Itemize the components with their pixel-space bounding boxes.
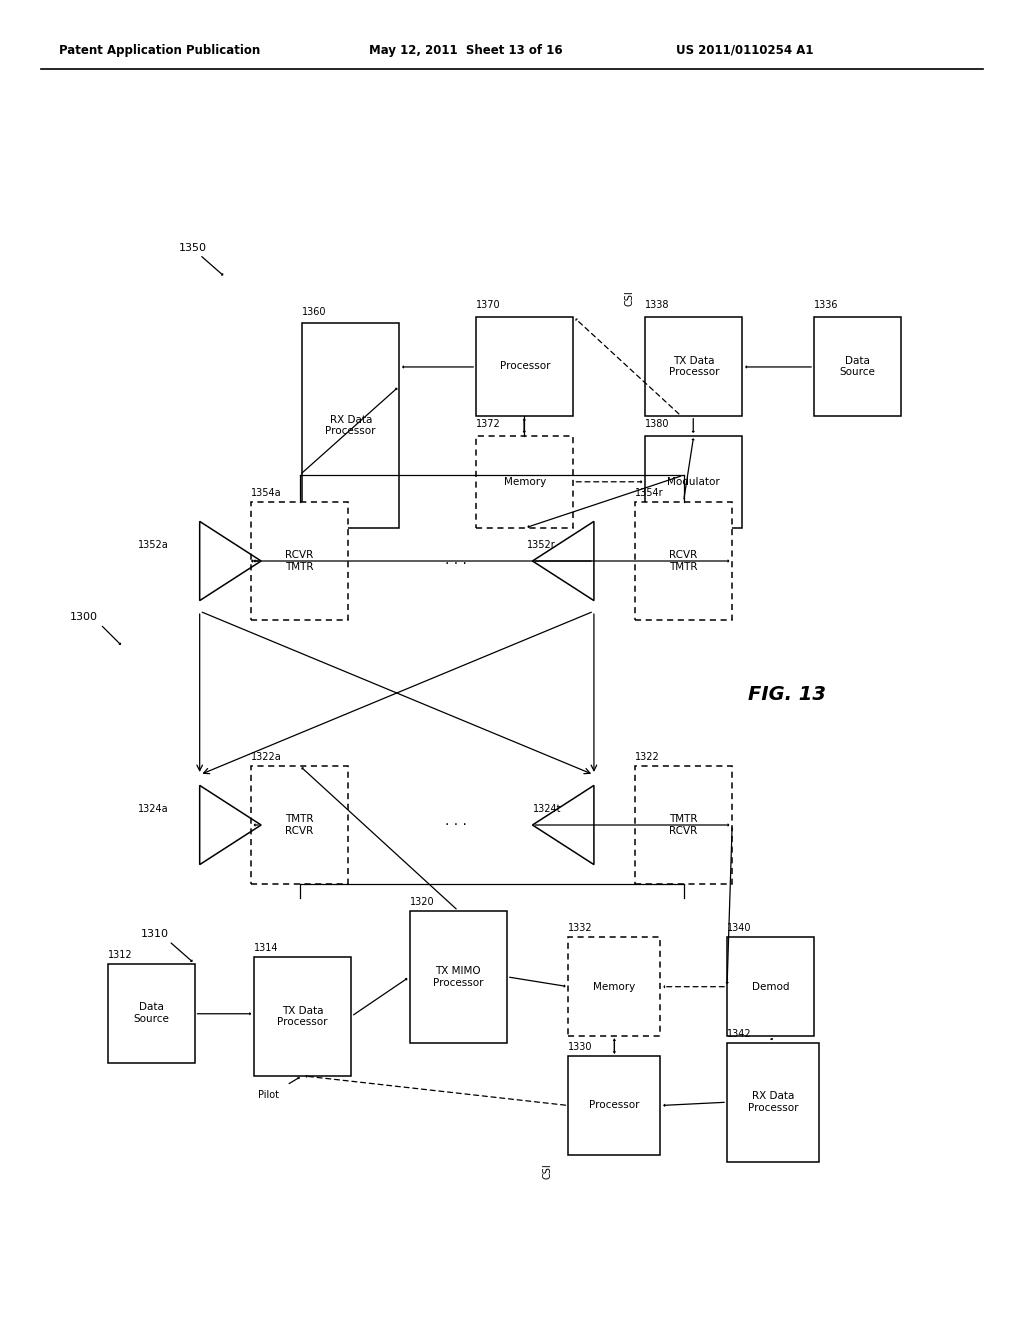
Text: 1320: 1320	[410, 896, 434, 907]
Text: Pilot: Pilot	[258, 1090, 280, 1101]
Text: 1352r: 1352r	[527, 540, 556, 550]
Text: 1310: 1310	[141, 929, 169, 940]
Bar	[635, 502, 732, 620]
Text: TX Data
Processor: TX Data Processor	[278, 1006, 328, 1027]
Bar	[476, 436, 573, 528]
Text: 1380: 1380	[645, 418, 670, 429]
Text: Patent Application Publication: Patent Application Publication	[59, 44, 261, 57]
Bar	[645, 436, 742, 528]
Text: RX Data
Processor: RX Data Processor	[748, 1092, 799, 1113]
Text: 1350: 1350	[179, 243, 207, 253]
Text: 1340: 1340	[727, 923, 752, 933]
Text: 1314: 1314	[254, 942, 279, 953]
Text: 1330: 1330	[568, 1041, 593, 1052]
Text: 1354r: 1354r	[635, 487, 664, 498]
Text: 1322: 1322	[635, 751, 659, 762]
Bar	[635, 766, 732, 884]
Bar	[476, 317, 573, 416]
Text: 1324t: 1324t	[532, 804, 561, 814]
Text: 1322a: 1322a	[251, 751, 282, 762]
Bar	[645, 317, 742, 416]
Text: 1342: 1342	[727, 1028, 752, 1039]
Text: Processor: Processor	[589, 1101, 640, 1110]
Bar	[251, 502, 348, 620]
Text: TX MIMO
Processor: TX MIMO Processor	[433, 966, 483, 987]
Text: Memory: Memory	[504, 477, 546, 487]
Bar	[254, 957, 351, 1076]
Bar	[251, 766, 348, 884]
Text: 1354a: 1354a	[251, 487, 282, 498]
Text: 1372: 1372	[476, 418, 501, 429]
Bar	[302, 323, 399, 528]
Text: CSI: CSI	[625, 290, 635, 306]
Bar	[410, 911, 507, 1043]
Text: 1312: 1312	[108, 949, 132, 960]
Text: Memory: Memory	[593, 982, 636, 991]
Bar	[727, 1043, 819, 1162]
Text: TMTR
RCVR: TMTR RCVR	[670, 814, 697, 836]
Text: RCVR
TMTR: RCVR TMTR	[670, 550, 697, 572]
Text: 1324a: 1324a	[138, 804, 169, 814]
Text: · · ·: · · ·	[444, 818, 467, 832]
Text: US 2011/0110254 A1: US 2011/0110254 A1	[676, 44, 813, 57]
Text: TX Data
Processor: TX Data Processor	[669, 355, 719, 378]
Text: May 12, 2011  Sheet 13 of 16: May 12, 2011 Sheet 13 of 16	[369, 44, 562, 57]
Text: TMTR
RCVR: TMTR RCVR	[286, 814, 313, 836]
Text: 1360: 1360	[302, 306, 327, 317]
Text: 1300: 1300	[70, 612, 97, 623]
Text: Modulator: Modulator	[668, 477, 720, 487]
Text: Demod: Demod	[752, 982, 790, 991]
Bar	[727, 937, 814, 1036]
Text: FIG. 13: FIG. 13	[748, 685, 825, 704]
Text: Data
Source: Data Source	[133, 1002, 169, 1024]
Text: Data
Source: Data Source	[840, 355, 876, 378]
Bar	[108, 964, 195, 1063]
Text: RCVR
TMTR: RCVR TMTR	[286, 550, 313, 572]
Text: · · ·: · · ·	[444, 557, 467, 570]
Text: Processor: Processor	[500, 362, 550, 371]
Bar	[568, 937, 660, 1036]
Text: 1352a: 1352a	[138, 540, 169, 550]
Bar	[568, 1056, 660, 1155]
Text: 1338: 1338	[645, 300, 670, 310]
Text: 1332: 1332	[568, 923, 593, 933]
Bar	[814, 317, 901, 416]
Text: CSI: CSI	[543, 1164, 553, 1180]
Text: 1370: 1370	[476, 300, 501, 310]
Text: RX Data
Processor: RX Data Processor	[326, 414, 376, 437]
Text: 1336: 1336	[814, 300, 839, 310]
